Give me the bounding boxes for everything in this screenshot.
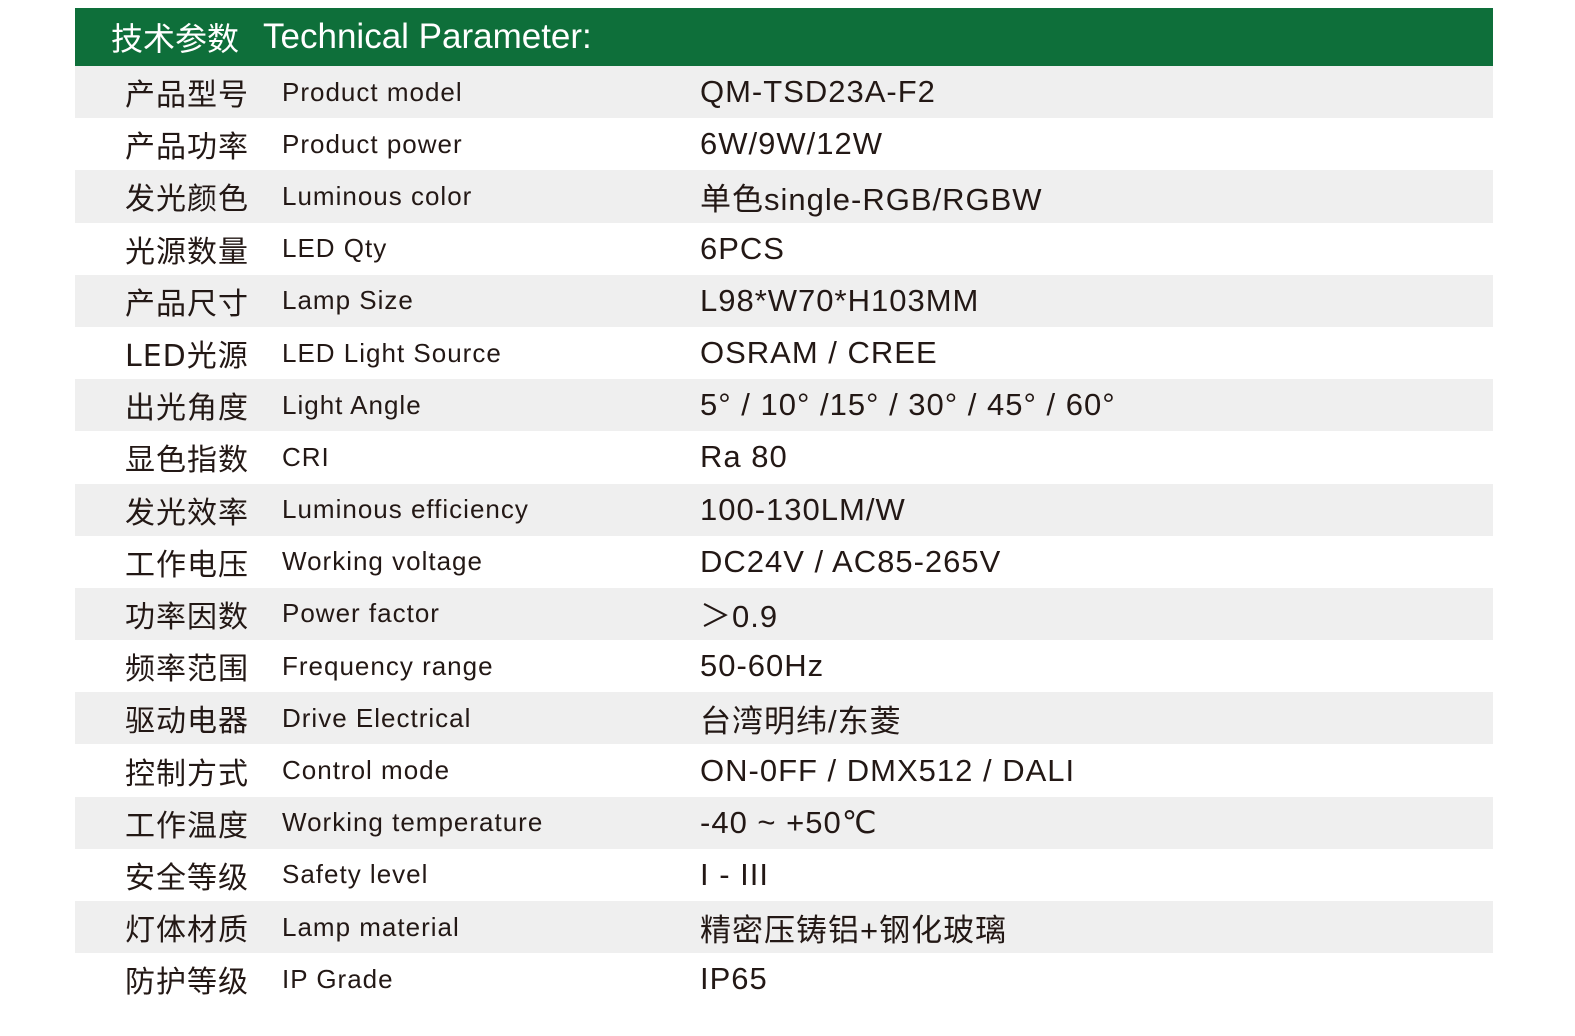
param-value: 6W/9W/12W <box>700 126 883 162</box>
param-value: I - III <box>700 856 769 892</box>
param-value: QM-TSD23A-F2 <box>700 74 936 110</box>
param-name-en: Working voltage <box>282 546 483 577</box>
param-value: 台湾明纬/东菱 <box>700 703 902 739</box>
param-name-cn: 发光颜色 <box>125 182 249 218</box>
param-value: ON-0FF / DMX512 / DALI <box>700 752 1076 788</box>
param-name-en: Safety level <box>282 859 429 890</box>
param-value: 50-60Hz <box>700 648 825 684</box>
param-name-cn: 发光效率 <box>125 495 249 531</box>
param-name-cn: 工作温度 <box>125 808 249 844</box>
table-row: 出光角度 Light Angle 5° / 10° /15° / 30° / 45°… <box>75 379 1493 432</box>
param-name-en: Working temperature <box>282 807 544 838</box>
param-value: 6PCS <box>700 230 785 266</box>
param-name-cn: 产品型号 <box>125 78 249 114</box>
param-name-cn: 驱动电器 <box>125 704 249 740</box>
param-value: 精密压铸铝+钢化玻璃 <box>700 912 1008 948</box>
table-row: 驱动电器 Drive Electrical 台湾明纬/东菱 <box>75 692 1493 745</box>
param-name-cn: 控制方式 <box>125 756 249 792</box>
header-title-en: Technical Parameter: <box>263 17 592 56</box>
param-name-cn: 安全等级 <box>125 860 249 896</box>
technical-parameter-table: 技术参数 Technical Parameter: 产品型号 Product mo… <box>75 8 1493 1005</box>
param-name-en: Luminous efficiency <box>282 494 529 525</box>
param-name-en: Frequency range <box>282 650 494 681</box>
param-name-cn: 显色指数 <box>125 443 249 479</box>
table-row: 工作温度 Working temperature -40 ~ +50℃ <box>75 796 1493 849</box>
table-body: 产品型号 Product model QM-TSD23A-F2 产品功率 Product… <box>75 66 1493 1005</box>
param-name-cn: 防护等级 <box>125 965 249 1001</box>
param-name-cn: 灯体材质 <box>125 913 249 949</box>
param-value: 单色single-RGB/RGBW <box>700 181 1043 217</box>
param-name-en: Control mode <box>282 755 451 786</box>
table-row: 控制方式 Control mode ON-0FF / DMX512 / DALI <box>75 744 1493 796</box>
param-name-cn: 产品功率 <box>125 130 249 166</box>
param-name-cn: 产品尺寸 <box>125 286 249 322</box>
param-value: DC24V / AC85-265V <box>700 543 1002 579</box>
param-name-en: Product power <box>282 128 463 159</box>
table-row: 产品功率 Product power 6W/9W/12W <box>75 118 1493 170</box>
table-header: 技术参数 Technical Parameter: <box>75 8 1493 66</box>
param-name-cn: 工作电压 <box>125 547 249 583</box>
table-row: 显色指数 CRI Ra 80 <box>75 431 1493 483</box>
param-value: Ra 80 <box>700 439 788 475</box>
param-name-en: Lamp material <box>282 911 460 942</box>
table-row: 光源数量 LED Qty 6PCS <box>75 223 1493 275</box>
param-name-en: Luminous color <box>282 180 473 211</box>
param-name-en: Light Angle <box>282 389 422 420</box>
header-title-cn: 技术参数 <box>111 20 240 58</box>
table-row: 防护等级 IP Grade IP65 <box>75 953 1493 1005</box>
param-name-cn: 频率范围 <box>125 652 249 688</box>
param-value: 100-130LM/W <box>700 491 906 527</box>
table-row: 安全等级 Safety level I - III <box>75 849 1493 901</box>
param-name-en: LED Qty <box>282 233 388 264</box>
param-name-en: Power factor <box>282 598 440 629</box>
table-row: 功率因数 Power factor ＞0.9 <box>75 587 1493 641</box>
param-name-cn: 功率因数 <box>125 599 249 635</box>
param-name-en: CRI <box>282 441 330 472</box>
param-name-cn: 出光角度 <box>125 391 249 427</box>
param-name-cn: LED光源 <box>125 339 249 375</box>
param-name-en: LED Light Source <box>282 337 502 368</box>
table-row: 产品尺寸 Lamp Size L98*W70*H103MM <box>75 274 1493 327</box>
param-name-en: Drive Electrical <box>282 702 472 733</box>
param-name-en: IP Grade <box>282 963 394 994</box>
table-row: 发光效率 Luminous efficiency 100-130LM/W <box>75 483 1493 536</box>
table-row: LED光源 LED Light Source OSRAM / CREE <box>75 327 1493 379</box>
param-value: OSRAM / CREE <box>700 335 938 371</box>
table-row: 发光颜色 Luminous color 单色single-RGB/RGBW <box>75 170 1493 223</box>
param-value: IP65 <box>700 961 768 997</box>
param-name-cn: 光源数量 <box>125 234 249 270</box>
param-value: ＞0.9 <box>700 599 779 635</box>
param-name-en: Lamp Size <box>282 285 414 316</box>
param-value: -40 ~ +50℃ <box>700 804 878 840</box>
param-name-en: Product model <box>282 76 463 107</box>
table-row: 产品型号 Product model QM-TSD23A-F2 <box>75 66 1493 119</box>
table-row: 频率范围 Frequency range 50-60Hz <box>75 640 1493 692</box>
table-row: 灯体材质 Lamp material 精密压铸铝+钢化玻璃 <box>75 901 1493 954</box>
param-value: 5° / 10° /15° / 30° / 45° / 60° <box>700 387 1116 423</box>
param-value: L98*W70*H103MM <box>700 282 980 318</box>
table-row: 工作电压 Working voltage DC24V / AC85-265V <box>75 536 1493 588</box>
